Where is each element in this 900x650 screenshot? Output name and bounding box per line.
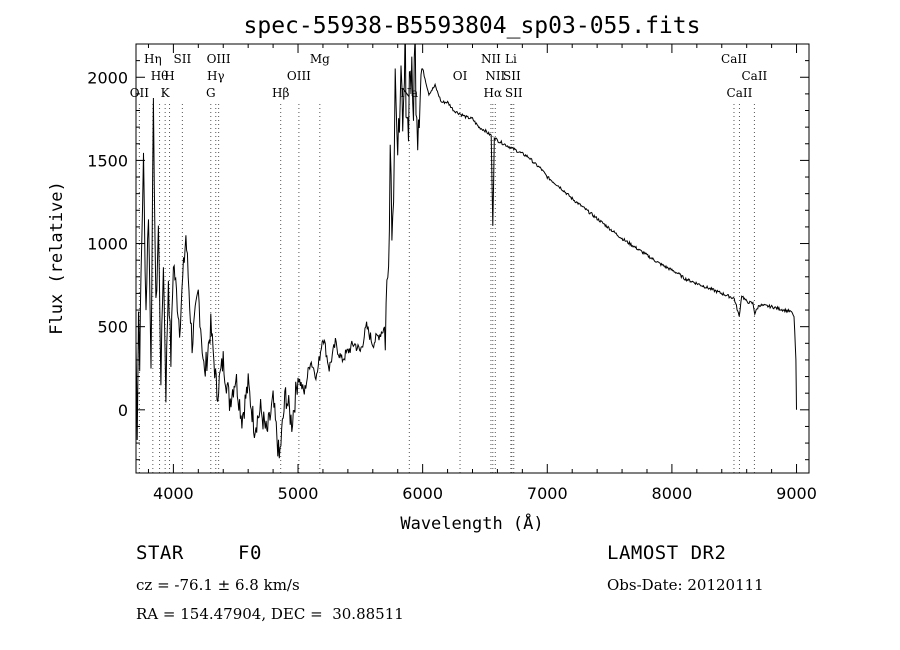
line-marker-label: G: [206, 86, 216, 100]
y-tick-label: 1500: [87, 151, 128, 170]
line-marker-label: H: [164, 69, 174, 83]
sky-coordinates: RA = 154.47904, DEC = 30.88511: [136, 605, 404, 623]
line-marker-label: Hβ: [272, 86, 289, 100]
object-subclass: F0: [238, 542, 262, 564]
line-marker-label: CaII: [721, 52, 747, 66]
line-marker-label: CaII: [727, 86, 753, 100]
line-marker-label: SII: [174, 52, 192, 66]
x-axis-ticks: 4000 5000 6000 7000 8000 9000: [147, 44, 817, 503]
line-marker-label: Mg: [310, 52, 330, 66]
spectrum-line: [136, 44, 797, 459]
line-marker-label: Hα: [484, 86, 503, 100]
object-class: STAR: [136, 542, 184, 564]
line-marker-label: SII: [505, 86, 523, 100]
y-tick-label: 0: [118, 401, 128, 420]
spectrum-series: [136, 44, 797, 459]
line-marker-label: Li: [505, 52, 517, 66]
line-marker-label: OII: [130, 86, 150, 100]
x-tick-label: 8000: [652, 484, 693, 503]
line-marker-label: Hη: [144, 52, 162, 66]
y-tick-label: 500: [97, 318, 128, 337]
plot-frame: [135, 43, 810, 474]
y-axis-ticks: 0 500 1000 1500 2000: [87, 43, 809, 461]
line-marker-label: Hθ: [151, 69, 169, 83]
x-tick-label: 9000: [776, 484, 817, 503]
line-marker-label: K: [161, 86, 171, 100]
x-axis-label: Wavelength (Å): [400, 512, 543, 534]
line-marker-label: NII: [481, 52, 501, 66]
x-tick-label: 4000: [153, 484, 194, 503]
line-marker-label: OIII: [207, 52, 231, 66]
observation-date: Obs-Date: 20120111: [607, 576, 764, 594]
y-tick-label: 1000: [87, 235, 128, 254]
line-marker-label: SII: [503, 69, 521, 83]
x-tick-label: 6000: [402, 484, 443, 503]
line-marker-label: Hγ: [207, 69, 225, 83]
survey-name: LAMOST DR2: [607, 542, 727, 564]
line-marker-label: NII: [485, 69, 505, 83]
emission-line-markers: OIIHηHθKHSIIGHγOIIIHβOIIIMgNaOINIIHαNIIL…: [130, 52, 768, 473]
y-tick-label: 2000: [87, 68, 128, 87]
x-tick-label: 7000: [527, 484, 568, 503]
y-axis-label: Flux (relative): [47, 181, 67, 335]
line-marker-label: CaII: [741, 69, 767, 83]
x-tick-label: 5000: [278, 484, 319, 503]
line-marker-label: OIII: [287, 69, 311, 83]
redshift-cz: cz = -76.1 ± 6.8 km/s: [136, 576, 300, 594]
chart-title: spec-55938-B5593804_sp03-055.fits: [244, 13, 701, 39]
line-marker-label: OI: [453, 69, 468, 83]
